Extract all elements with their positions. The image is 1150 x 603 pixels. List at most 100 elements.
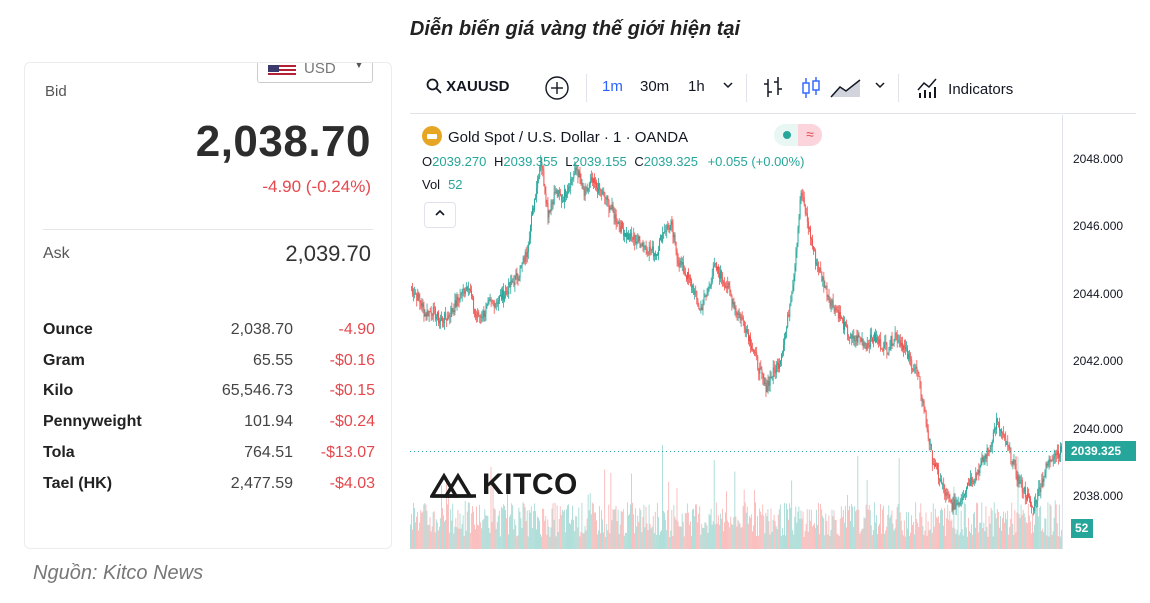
candle-body (648, 246, 650, 254)
volume-bar (702, 527, 704, 549)
volume-bar (833, 510, 835, 549)
volume-bar (737, 519, 739, 549)
volume-bar (654, 511, 656, 549)
candle-body (810, 227, 811, 239)
candle-body (710, 282, 712, 287)
currency-select[interactable]: USD ▼ (257, 63, 373, 83)
volume-bar (489, 532, 491, 549)
candle-body (821, 272, 823, 281)
candle-body (425, 313, 427, 317)
volume-bar (767, 509, 769, 549)
volume-bar (992, 536, 994, 549)
volume-bar (482, 520, 484, 549)
volume-bar (1059, 536, 1061, 549)
volume-bar (882, 509, 884, 549)
candle-body (811, 238, 812, 240)
volume-bar (607, 530, 609, 549)
candle-body (878, 339, 880, 344)
candle-body (765, 383, 767, 392)
bars-style-button[interactable] (762, 76, 784, 104)
candle-body (973, 480, 975, 483)
candle-body (628, 233, 630, 240)
volume-bar (699, 506, 701, 549)
volume-bar (952, 527, 954, 549)
volume-bar (473, 511, 474, 549)
candle-body (533, 208, 535, 210)
volume-bar (807, 531, 809, 549)
unit-change: -4.90 (338, 321, 375, 338)
interval-1h[interactable]: 1h (688, 78, 705, 95)
volume-bar (891, 510, 893, 549)
candle-body (426, 310, 428, 317)
candle-body (442, 317, 444, 322)
interval-dropdown[interactable] (722, 78, 734, 95)
volume-bar (497, 515, 499, 549)
volume-bar (692, 509, 693, 549)
candle-body (487, 301, 489, 304)
collapse-legend-button[interactable] (424, 202, 456, 228)
candle-body (673, 235, 675, 238)
interval-1m[interactable]: 1m (602, 78, 623, 95)
chart-type-dropdown[interactable] (874, 78, 886, 95)
candle-body (518, 277, 520, 281)
candle-body (567, 190, 569, 195)
candle-body (520, 265, 522, 268)
volume-bar (1024, 517, 1026, 549)
candle-body (824, 286, 826, 288)
compare-button[interactable] (544, 75, 570, 105)
volume-bar (490, 467, 492, 549)
volume-bar (742, 506, 744, 549)
volume-bar (448, 497, 450, 549)
volume-bar (677, 521, 679, 549)
volume-bar (812, 524, 814, 549)
candle-body (471, 290, 473, 297)
candle-body (975, 472, 977, 481)
area-style-button[interactable] (830, 76, 862, 104)
volume-bar (412, 529, 413, 549)
candle-body (1024, 487, 1026, 498)
ask-label: Ask (43, 245, 70, 262)
candle-body (1055, 453, 1057, 455)
volume-bar (416, 516, 417, 549)
volume-bar (582, 533, 584, 549)
candle-body (815, 250, 817, 265)
candle-body (894, 333, 896, 340)
candle-body (741, 316, 743, 318)
volume-bar (1026, 523, 1028, 549)
price-axis[interactable]: 2048.000 2046.000 2044.000 2042.000 2040.000… (1062, 115, 1136, 549)
volume-bar (943, 525, 944, 549)
candle-body (484, 313, 486, 317)
volume-bar (673, 505, 675, 549)
indicators-button[interactable]: Indicators (916, 76, 1013, 100)
volume-bar (634, 533, 636, 549)
candle-body (452, 310, 454, 312)
volume-bar (522, 502, 524, 549)
candle-body (1027, 493, 1028, 500)
price-chart[interactable] (410, 115, 1063, 549)
candle-body (496, 302, 498, 304)
candle-body (565, 189, 567, 197)
volume-bar (427, 524, 429, 549)
candle-body (419, 298, 421, 303)
candle-body (752, 349, 754, 350)
volume-bar (467, 502, 469, 549)
volume-readout: Vol 52 (422, 177, 463, 192)
volume-bar (588, 510, 590, 549)
candle-body (904, 345, 905, 347)
candle-body (1054, 453, 1056, 457)
candle-body (535, 197, 537, 200)
market-status[interactable]: ≈ (774, 124, 822, 146)
volume-bar (753, 525, 754, 549)
unit-row-tael: Tael (HK) 2,477.59 -$4.03 (43, 475, 375, 505)
divider (43, 229, 373, 230)
volume-bar (867, 509, 869, 549)
symbol-search-button[interactable]: XAUUSD (426, 78, 510, 95)
volume-bar (646, 523, 648, 549)
candle-body (1003, 433, 1005, 435)
volume-bar (840, 506, 842, 549)
candles-style-button[interactable] (800, 76, 822, 104)
volume-bar (743, 489, 745, 549)
interval-30m[interactable]: 30m (640, 78, 670, 95)
volume-bar (740, 527, 742, 549)
candle-body (768, 381, 770, 386)
